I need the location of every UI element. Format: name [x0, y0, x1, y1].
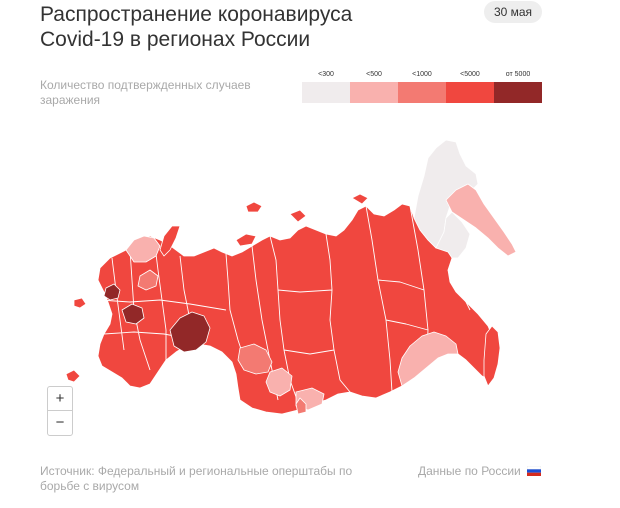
legend-label: <300: [318, 71, 334, 78]
title-line-2: Covid-19 в регионах России: [40, 28, 311, 51]
region-border-lines: [99, 205, 471, 409]
region-zabaikalsky[interactable]: [295, 397, 307, 415]
region-novaya-zemlya[interactable]: [159, 225, 181, 257]
legend-item-lt5000: <5000: [446, 70, 494, 104]
region-magadan[interactable]: [435, 211, 471, 259]
zoom-out-button[interactable]: −: [48, 410, 72, 434]
legend-item-lt1000: <1000: [398, 70, 446, 104]
title-line-1: Распространение коронавируса: [40, 3, 353, 26]
region-arkhangelsk-light[interactable]: [137, 269, 159, 291]
legend-swatch: [494, 82, 542, 103]
country-data-link[interactable]: Данные по России: [418, 464, 542, 479]
region-crimea[interactable]: [65, 369, 81, 383]
russia-regions-map[interactable]: [60, 124, 540, 424]
region-kamchatka[interactable]: [445, 183, 517, 257]
region-amur[interactable]: [397, 331, 459, 387]
region-arctic-islands-2[interactable]: [245, 201, 263, 213]
legend: <300 <500 <1000 <5000 от 5000: [302, 70, 542, 104]
source-note: Источник: Федеральный и региональные опе…: [40, 464, 353, 493]
page-title: Распространение коронавируса Covid-19 в …: [40, 2, 440, 52]
legend-swatch: [446, 82, 494, 103]
region-arctic-islands-3[interactable]: [289, 209, 307, 223]
legend-swatch: [398, 82, 446, 103]
legend-item-lt500: <500: [350, 70, 398, 104]
region-sverdlovsk[interactable]: [169, 311, 211, 353]
region-saint-petersburg[interactable]: [103, 283, 121, 301]
date-badge[interactable]: 30 мая: [484, 1, 542, 23]
region-murmansk[interactable]: [125, 235, 161, 263]
russia-flag-icon: [527, 465, 542, 476]
legend-label: <500: [366, 71, 382, 78]
region-kaliningrad[interactable]: [73, 297, 87, 309]
legend-swatch: [350, 82, 398, 103]
zoom-in-button[interactable]: +: [55, 390, 65, 407]
country-link-label[interactable]: Данные по России: [418, 464, 521, 478]
legend-label: <5000: [460, 71, 480, 78]
legend-item-gte5000: от 5000: [494, 70, 542, 104]
region-main-body[interactable]: [97, 203, 497, 415]
legend-caption: Количество подтвержденных случаев зараже…: [40, 78, 251, 107]
legend-item-lt300: <300: [302, 70, 350, 104]
region-novosibirsk[interactable]: [265, 367, 293, 397]
legend-label: <1000: [412, 71, 432, 78]
region-arctic-islands-4[interactable]: [351, 193, 369, 205]
legend-swatch: [302, 82, 350, 103]
legend-label: от 5000: [505, 71, 531, 78]
region-altai[interactable]: [237, 343, 273, 375]
region-arctic-islands-1[interactable]: [235, 233, 257, 247]
zoom-control: + −: [47, 386, 73, 436]
region-sakhalin[interactable]: [483, 325, 501, 387]
region-moscow[interactable]: [121, 303, 145, 325]
